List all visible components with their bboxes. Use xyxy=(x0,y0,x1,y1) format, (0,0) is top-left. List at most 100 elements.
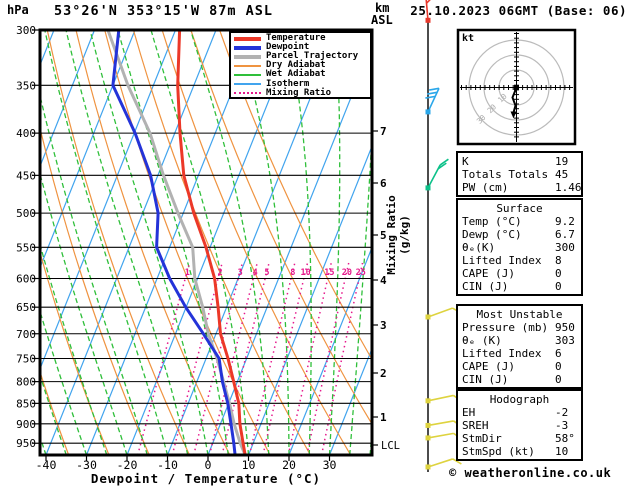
pressure-tick-label: 850 xyxy=(16,397,36,410)
stat-row: StmSpd (kt) 10 xyxy=(462,445,581,458)
stat-row: CIN (J) 0 xyxy=(462,280,581,293)
pressure-axis-labels: 300 350 400 450 500 550 600 650 700 750 800 850 900 9… xyxy=(16,24,39,450)
most-unstable-rows: Pressure (mb) 950 θₑ (K) 303 Lifted Inde… xyxy=(462,321,581,386)
mixing-ratio-value-label: 3 xyxy=(238,268,243,278)
pressure-tick-label: 500 xyxy=(16,207,36,220)
km-tick-label: 3 xyxy=(380,319,387,332)
legend-label: Parcel Trajectory xyxy=(266,51,359,62)
legend-label: Isotherm xyxy=(266,78,310,89)
page-title: 53°26'N 353°15'W 87m ASL xyxy=(54,3,274,19)
chart-legend: Temperature Dewpoint Parcel Trajectory Dry … xyxy=(229,31,372,99)
stat-value: 45 xyxy=(555,168,569,181)
stat-row: CIN (J) 0 xyxy=(462,373,581,386)
temperature-tick-label: -40 xyxy=(36,458,57,472)
stat-value: -2 xyxy=(555,406,569,419)
pressure-tick-label: 600 xyxy=(16,272,36,285)
wind-barb xyxy=(425,458,462,470)
stat-value: 303 xyxy=(555,334,575,347)
pressure-tick-label: 300 xyxy=(16,24,36,37)
wind-barb xyxy=(425,87,440,115)
mixing-ratio-axis-label: Mixing Ratio (g/kg) xyxy=(385,195,411,275)
stat-value: -3 xyxy=(555,419,569,432)
mixing-ratio-value-label: 2 xyxy=(217,268,222,278)
legend-item-isotherm: Isotherm xyxy=(231,79,370,88)
stat-value: 19 xyxy=(555,155,569,168)
datetime-label: 25.10.2023 06GMT (Base: 06) xyxy=(410,3,627,18)
stat-value: 1.46 xyxy=(555,181,582,194)
legend-swatch xyxy=(234,73,261,76)
legend-swatch xyxy=(234,83,261,86)
mixing-ratio-value-label: 10 xyxy=(300,268,310,278)
stat-row: Dewp (°C) 6.7 xyxy=(462,228,581,241)
most-unstable-box-title: Most Unstable xyxy=(476,308,563,321)
km-tick-label: 2 xyxy=(380,367,387,380)
lcl-label: LCL xyxy=(381,440,400,452)
legend-label: Temperature xyxy=(266,33,326,44)
legend-item-mixing-ratio: Mixing Ratio xyxy=(231,88,370,98)
km-tick-label: 6 xyxy=(380,177,387,190)
temperature-tick-label: 0 xyxy=(205,458,212,472)
pressure-tick-label: 800 xyxy=(16,376,36,389)
stat-value: 950 xyxy=(555,321,575,334)
pressure-tick-label: 350 xyxy=(16,79,36,92)
stat-row: CAPE (J) 0 xyxy=(462,360,581,373)
stat-label: Temp (°C) xyxy=(462,215,522,228)
wind-barb xyxy=(425,158,449,191)
legend-label: Wet Adiabat xyxy=(266,69,326,80)
temperature-tick-label: -20 xyxy=(117,458,138,472)
temperature-axis-labels: -40 -30 -20 -10 0 10 20 30 xyxy=(36,456,337,472)
stat-row: K 19 xyxy=(462,155,581,168)
pressure-tick-label: 550 xyxy=(16,241,36,254)
mixing-ratio-value-label: 25 xyxy=(356,268,366,278)
pressure-tick-label: 900 xyxy=(16,418,36,431)
stat-label: SREH xyxy=(462,419,489,432)
pressure-unit-label: hPa xyxy=(7,3,29,17)
stability-indices-box: K 19 Totals Totals 45 PW (cm) 1.46 xyxy=(456,151,583,197)
stat-label: CAPE (J) xyxy=(462,267,515,280)
temperature-tick-label: -10 xyxy=(157,458,178,472)
legend-item-temperature: Temperature xyxy=(231,34,370,43)
stat-value: 6 xyxy=(555,347,562,360)
pressure-tick-label: 450 xyxy=(16,169,36,182)
km-tick-label: 4 xyxy=(380,274,387,287)
stat-label: θₑ(K) xyxy=(462,241,496,254)
temperature-tick-label: 30 xyxy=(323,458,337,472)
x-axis-label: Dewpoint / Temperature (°C) xyxy=(90,471,322,486)
stat-row: Totals Totals 45 xyxy=(462,168,581,181)
legend-item-dewpoint: Dewpoint xyxy=(231,43,370,52)
stat-label: PW (cm) xyxy=(462,181,509,194)
dry-adiabats-group xyxy=(40,30,372,455)
stat-value: 9.2 xyxy=(555,215,575,228)
legend-swatch xyxy=(234,64,261,67)
stat-value: 58° xyxy=(555,432,575,445)
copyright-credit: © weatheronline.co.uk xyxy=(449,466,612,480)
altitude-unit-label: km xyxy=(375,1,390,15)
stat-label: Totals Totals xyxy=(462,168,549,181)
wind-barb xyxy=(425,0,431,23)
stat-value: 0 xyxy=(555,360,562,373)
pressure-tick-label: 650 xyxy=(16,301,36,314)
km-tick-label: 1 xyxy=(380,411,387,424)
legend-item-dry-adiabat: Dry Adiabat xyxy=(231,61,370,70)
stat-label: CAPE (J) xyxy=(462,360,515,373)
stat-row: StmDir 58° xyxy=(462,432,581,445)
temperature-tick-label: -30 xyxy=(76,458,97,472)
mixing-ratio-value-label: 5 xyxy=(264,268,269,278)
most-unstable-stats-box: Most Unstable Pressure (mb) 950 θₑ (K) 3… xyxy=(456,304,583,389)
hodograph-trace xyxy=(511,87,518,113)
stat-label: CIN (J) xyxy=(462,280,509,293)
stat-value: 0 xyxy=(555,267,562,280)
mixing-ratio-value-label: 4 xyxy=(253,268,258,278)
stat-label: Pressure (mb) xyxy=(462,321,549,334)
stat-row: Lifted Index 6 xyxy=(462,347,581,360)
stat-label: K xyxy=(462,155,469,168)
km-tick-label: 7 xyxy=(380,125,387,138)
stat-label: StmSpd (kt) xyxy=(462,445,535,458)
hodograph-box-title: Hodograph xyxy=(489,393,550,406)
stat-label: EH xyxy=(462,406,476,419)
mixing-ratio-value-label: 20 xyxy=(342,268,352,278)
stat-row: Lifted Index 8 xyxy=(462,254,581,267)
legend-swatch xyxy=(234,45,261,50)
